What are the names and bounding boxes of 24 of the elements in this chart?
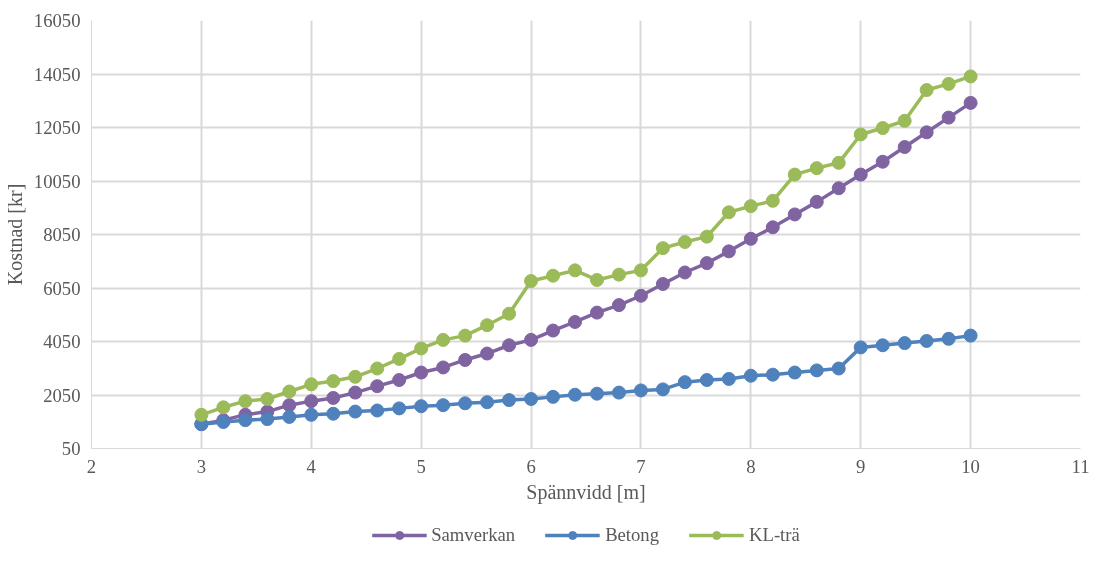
x-tick-label: 3 bbox=[196, 455, 207, 477]
y-tick-label: 16050 bbox=[33, 10, 81, 31]
y-axis-title: Kostnad [kr] bbox=[3, 183, 26, 286]
x-tick-label: 4 bbox=[306, 455, 317, 477]
y-tick-label: 50 bbox=[61, 438, 81, 459]
legend-label: Samverkan bbox=[431, 524, 516, 546]
x-tick-label: 9 bbox=[856, 455, 866, 477]
x-tick-label: 10 bbox=[961, 455, 980, 477]
legend-label: Betong bbox=[605, 524, 660, 546]
x-tick-label: 6 bbox=[526, 455, 536, 477]
y-tick-label: 6050 bbox=[43, 277, 81, 299]
x-tick-label: 5 bbox=[416, 455, 426, 477]
x-axis-title: Spännvidd [m] bbox=[526, 480, 646, 504]
x-tick-label: 11 bbox=[1071, 455, 1090, 477]
x-tick-label: 2 bbox=[86, 455, 97, 477]
y-tick-label: 10050 bbox=[33, 170, 81, 192]
y-tick-label: 14050 bbox=[33, 63, 81, 85]
y-tick-label: 8050 bbox=[43, 224, 81, 245]
y-tick-label: 4050 bbox=[43, 331, 81, 352]
x-tick-label: 8 bbox=[746, 455, 756, 477]
x-tick-label: 7 bbox=[636, 455, 646, 477]
y-tick-label: 12050 bbox=[33, 117, 81, 138]
legend-label: KL-trä bbox=[749, 524, 800, 546]
y-tick-label: 2050 bbox=[43, 384, 81, 406]
